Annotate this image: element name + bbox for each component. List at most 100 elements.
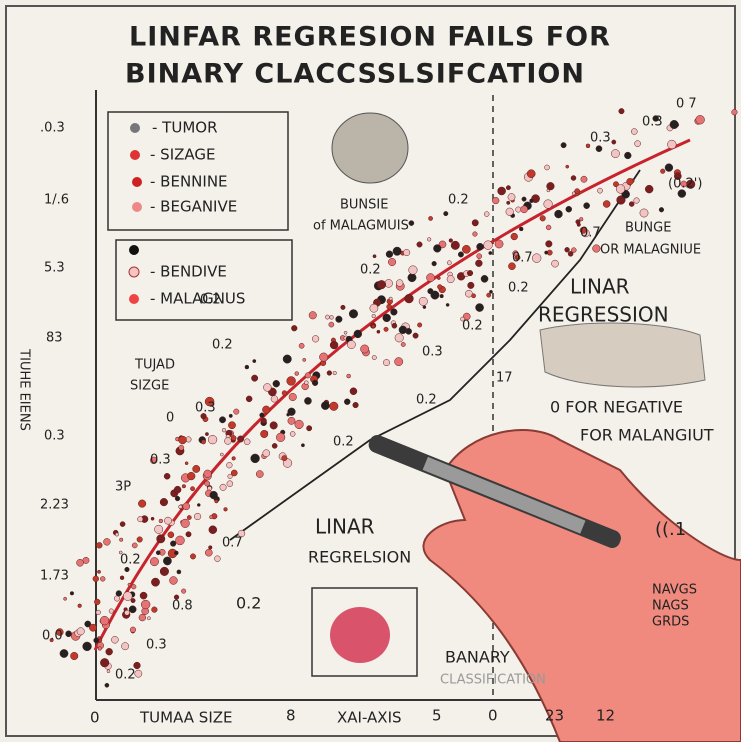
scatter-dot xyxy=(433,244,442,253)
scatter-dot xyxy=(475,259,483,267)
scatter-dot xyxy=(276,432,286,442)
point-label: 0.2 xyxy=(236,594,261,613)
scatter-dot xyxy=(138,499,147,508)
scatter-dot xyxy=(407,273,417,283)
scatter-dot xyxy=(226,462,233,469)
scatter-dot xyxy=(149,557,159,567)
scatter-dot xyxy=(204,480,211,487)
scatter-dot xyxy=(281,455,288,462)
scatter-dot xyxy=(260,429,269,438)
scatter-dot xyxy=(201,439,206,445)
point-label: 0.2 xyxy=(115,668,136,683)
scatter-dot xyxy=(155,550,161,556)
legend-dot xyxy=(128,266,140,278)
legend-entry: - SIZAGE xyxy=(150,146,216,164)
annotation: of MALAGMUIS xyxy=(313,219,409,234)
scatter-dot xyxy=(383,359,391,367)
scatter-dot xyxy=(371,314,376,319)
scatter-dot xyxy=(263,383,272,392)
scatter-dot xyxy=(291,325,298,332)
x-tick-label: 12 xyxy=(596,707,615,725)
scatter-dot xyxy=(430,290,440,300)
scatter-dot xyxy=(119,537,124,542)
scatter-dot xyxy=(633,197,640,204)
scatter-dot xyxy=(680,180,688,188)
scatter-dot xyxy=(488,251,493,255)
pen xyxy=(368,434,621,549)
scatter-dot xyxy=(207,435,218,445)
scatter-dot xyxy=(546,182,555,191)
y-tick-label: 0.3 xyxy=(44,429,65,444)
scatter-dot xyxy=(446,260,452,266)
scatter-dot xyxy=(63,596,67,601)
scatter-dot xyxy=(221,428,227,433)
scatter-dot xyxy=(422,305,427,309)
legend-box xyxy=(115,239,293,321)
point-label: 0.3 xyxy=(422,345,443,360)
scatter-dot xyxy=(287,416,296,425)
scatter-dot xyxy=(579,217,584,222)
scatter-dot xyxy=(624,151,632,160)
scatter-dot xyxy=(396,279,404,287)
scatter-dot xyxy=(520,205,528,214)
legend-dot xyxy=(129,294,139,304)
scatter-dot xyxy=(505,185,511,191)
scatter-dot xyxy=(597,187,603,194)
legend-dot xyxy=(130,150,140,160)
scatter-dot xyxy=(595,145,603,153)
scatter-dot xyxy=(308,311,317,320)
scatter-dot xyxy=(294,419,304,429)
point-label: 0.2 xyxy=(508,281,529,296)
scatter-dot xyxy=(311,335,320,343)
scatter-dot xyxy=(615,184,626,194)
point-label: 0.2 xyxy=(416,393,437,408)
scatter-dot xyxy=(658,207,665,213)
scatter-dot xyxy=(580,175,588,183)
annotation: LINAR xyxy=(315,515,375,539)
scatter-dot xyxy=(230,435,237,441)
scatter-dot xyxy=(205,432,209,436)
scatter-dot xyxy=(84,620,92,628)
scatter-dot xyxy=(124,566,130,573)
x-tick-label: 0 xyxy=(90,709,100,727)
scatter-dot xyxy=(631,128,638,135)
scatter-dot xyxy=(89,623,97,632)
scatter-dot xyxy=(543,199,553,209)
point-label: 0.2 xyxy=(448,193,469,208)
scatter-dot xyxy=(174,495,181,502)
scatter-dot xyxy=(416,241,423,248)
scatter-dot xyxy=(304,372,311,379)
scatter-dot xyxy=(127,582,132,587)
scatter-dot xyxy=(237,435,245,443)
point-label: 0.2 xyxy=(200,293,221,308)
scatter-dot xyxy=(298,342,305,349)
scatter-dot xyxy=(664,163,674,172)
scatter-dot xyxy=(151,577,160,587)
scatter-dot xyxy=(475,303,484,312)
scatter-dot xyxy=(329,315,334,320)
annotations: BUNSIE of MALAGMUIS BUNGE OR MALAGNIUE L… xyxy=(130,198,714,688)
scatter-dot xyxy=(567,251,574,257)
scatter-dot xyxy=(185,531,192,538)
scatter-dot xyxy=(119,521,126,527)
scatter-dot xyxy=(446,275,455,284)
scatter-dot xyxy=(328,321,335,328)
scatter-dot xyxy=(70,651,79,661)
scatter-dot xyxy=(214,499,219,504)
scatter-dot xyxy=(192,465,201,473)
scatter-dot xyxy=(104,682,110,688)
scatter-dot xyxy=(394,357,404,367)
x-axis-label: TUMAA SIZE xyxy=(139,709,233,727)
point-label: (0.2') xyxy=(668,177,702,192)
scatter-dot xyxy=(445,303,450,307)
scatter-dot xyxy=(616,195,626,205)
scatter-dot xyxy=(329,340,339,350)
scatter-points xyxy=(49,108,738,688)
scatter-dot xyxy=(611,149,620,158)
scatter-dot xyxy=(190,486,195,492)
scatter-dot xyxy=(150,516,155,521)
scatter-dot xyxy=(147,616,151,621)
scatter-dot xyxy=(376,329,381,334)
scatter-dot xyxy=(231,456,236,461)
